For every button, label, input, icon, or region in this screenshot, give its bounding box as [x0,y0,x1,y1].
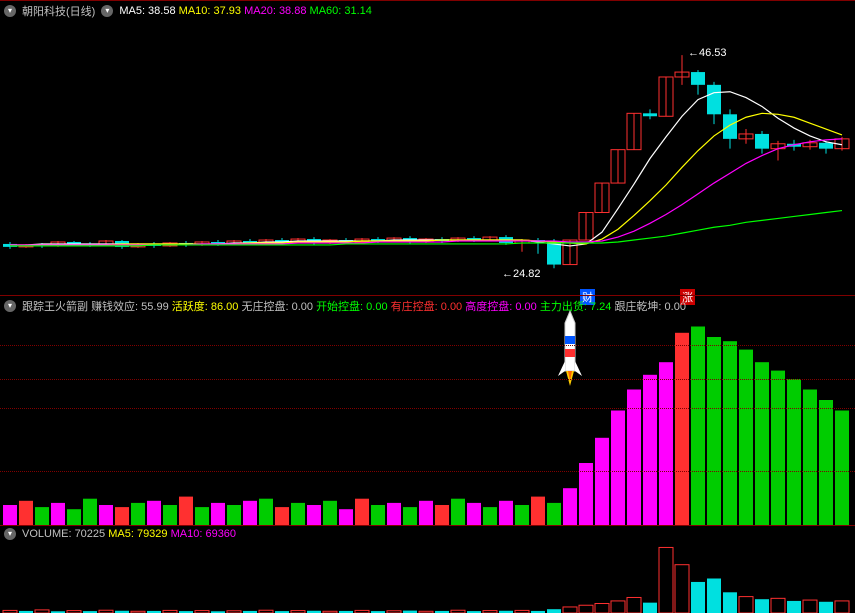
candlestick-panel[interactable]: ▾ 朝阳科技(日线) ▾ MA5: 38.58 MA10: 37.93 MA20… [0,0,855,295]
volume-header: ▾ VOLUME: 70225 MA5: 79329 MA10: 69360 [0,526,855,542]
volume-label: MA10: 69360 [171,528,236,540]
volume-label: VOLUME: 70225 [22,528,105,540]
collapse-icon[interactable]: ▾ [4,300,16,312]
stock-title: 朝阳科技(日线) [22,3,95,19]
grid-line [0,471,855,472]
collapse-icon[interactable]: ▾ [4,528,16,540]
candle-svg [0,1,855,296]
volume-labels: VOLUME: 70225 MA5: 79329 MA10: 69360 [22,528,236,540]
ma-label: MA10: 37.93 [179,5,241,17]
settings-icon[interactable]: ▾ [101,5,113,17]
grid-line [0,345,855,346]
indicator-label: 跟庄乾坤: 0.00 [614,301,686,313]
indicator-label: 活跃度: 86.00 [172,301,239,313]
volume-panel[interactable]: ▾ VOLUME: 70225 MA5: 79329 MA10: 69360 [0,525,855,612]
grid-line [0,379,855,380]
high-price-label: ←46.53 [688,47,727,59]
indicator-label: 跟踪王火箭副 [22,301,91,313]
indicator-label: 无庄控盘: 0.00 [241,301,313,313]
indicator-chart-area[interactable] [0,296,855,525]
ma-label: MA5: 38.58 [119,5,175,17]
ma-label: MA20: 38.88 [244,5,306,17]
candle-chart-area[interactable] [0,1,855,295]
volume-label: MA5: 79329 [108,528,167,540]
indicator-label: 有庄控盘: 0.00 [391,301,463,313]
collapse-icon[interactable]: ▾ [4,5,16,17]
grid-line [0,408,855,409]
indicator-svg [0,296,855,526]
indicator-label: 高度控盘: 0.00 [465,301,537,313]
indicator-labels: 跟踪王火箭副 赚钱效应: 55.99 活跃度: 86.00 无庄控盘: 0.00… [22,298,686,314]
low-price-label: ←24.82 [502,268,541,280]
indicator-label: 赚钱效应: 55.99 [91,301,169,313]
candle-header: ▾ 朝阳科技(日线) ▾ MA5: 38.58 MA10: 37.93 MA20… [0,1,855,21]
indicator-panel[interactable]: ▾ 跟踪王火箭副 赚钱效应: 55.99 活跃度: 86.00 无庄控盘: 0.… [0,295,855,525]
indicator-label: 开始控盘: 0.00 [316,301,388,313]
indicator-header: ▾ 跟踪王火箭副 赚钱效应: 55.99 活跃度: 86.00 无庄控盘: 0.… [0,296,855,316]
ma-label: MA60: 31.14 [310,5,372,17]
ma-labels: MA5: 38.58 MA10: 37.93 MA20: 38.88 MA60:… [119,5,372,17]
indicator-label: 主力出货: 7.24 [540,301,612,313]
